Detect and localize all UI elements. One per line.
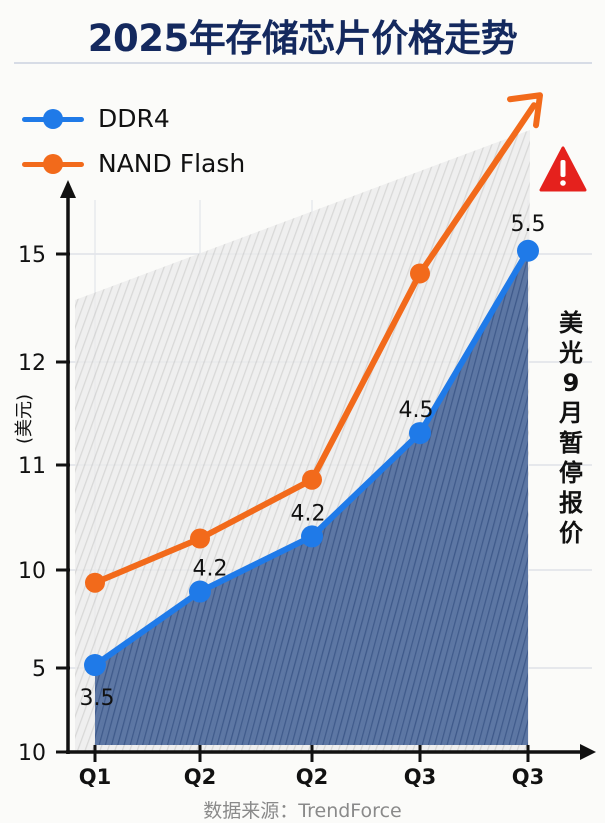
legend-label-ddr4: DDR4 (98, 104, 170, 133)
y-tick-label: 12 (18, 351, 46, 376)
ddr4-point (301, 525, 323, 548)
x-tick-label: Q3 (404, 765, 436, 789)
ddr4-point (84, 654, 106, 677)
y-tick-label: 10 (18, 741, 46, 766)
nand-point (302, 469, 322, 490)
y-axis-arrow (60, 180, 76, 198)
y-tick-label: 10 (18, 559, 46, 584)
chart-title: 2025年存储芯片价格走势 (87, 17, 518, 60)
legend-item-ddr4: DDR4 (22, 104, 170, 133)
legend-swatch-ddr4 (22, 108, 84, 130)
title-divider (14, 62, 592, 64)
legend-item-nand: NAND Flash (22, 149, 245, 178)
ddr4-data-label: 3.5 (80, 686, 115, 711)
ddr4-point (517, 239, 539, 262)
ddr4-data-label: 4.2 (291, 501, 326, 526)
y-tick-label: 5 (32, 657, 46, 682)
ddr4-point (409, 422, 431, 445)
nand-point (190, 528, 210, 549)
ddr4-data-label: 4.2 (193, 557, 228, 582)
y-tick-label: 11 (18, 454, 46, 479)
x-tick-label: Q1 (79, 765, 111, 789)
nand-point (410, 263, 430, 284)
side-annotation: 美光9月暂停报价 (559, 309, 583, 547)
warning-exclamation-bar (560, 160, 566, 177)
legend-swatch-nand (22, 153, 84, 175)
source-note: 数据来源：TrendForce (203, 800, 402, 822)
x-tick-label: Q2 (184, 765, 216, 789)
ddr4-point (189, 580, 211, 603)
y-tick-label: 15 (18, 243, 46, 268)
ddr4-data-label: 4.5 (399, 398, 434, 423)
legend-label-nand: NAND Flash (98, 149, 246, 178)
ddr4-hatched-area (95, 250, 528, 745)
x-tick-label: Q2 (296, 765, 328, 789)
y-axis-label: (美元) (14, 393, 36, 445)
nand-trend-arrowhead (507, 92, 543, 129)
x-axis-arrow (580, 744, 596, 760)
x-tick-label: Q3 (512, 765, 544, 789)
ddr4-data-label: 5.5 (511, 212, 546, 237)
warning-exclamation-dot (560, 180, 566, 186)
nand-point (85, 572, 105, 593)
